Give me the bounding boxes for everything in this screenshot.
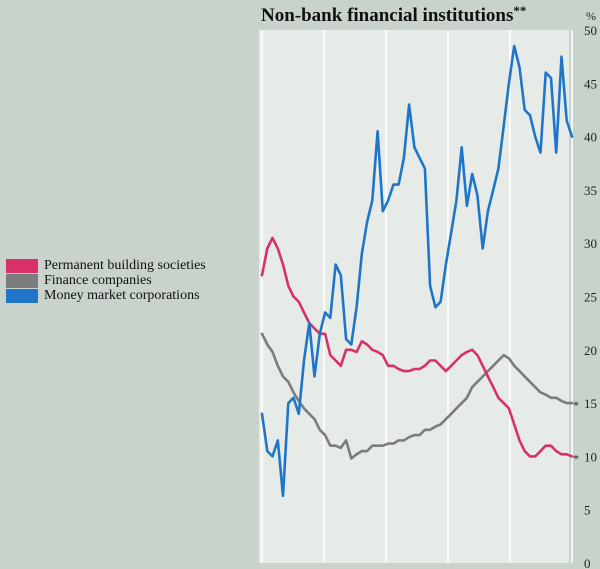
- y-tick-label: 40: [584, 130, 597, 145]
- legend-item-building-societies: Permanent building societies: [6, 258, 206, 273]
- y-tick-label: 5: [584, 503, 591, 518]
- y-tick-label: 35: [584, 183, 597, 198]
- series-lines: [260, 44, 574, 498]
- chart-legend: Permanent building societies Finance com…: [6, 258, 206, 303]
- y-tick-label: 25: [584, 290, 597, 305]
- plot-area: [259, 30, 569, 563]
- legend-swatch-finance-companies: [6, 273, 38, 288]
- y-axis-unit-label: %: [586, 9, 596, 23]
- legend-label-building-societies: Permanent building societies: [44, 257, 206, 273]
- legend-label-money-market: Money market corporations: [44, 287, 200, 303]
- y-tick-label: 10: [584, 449, 597, 464]
- y-tick-label: 15: [584, 396, 597, 411]
- legend-item-money-market: Money market corporations: [6, 288, 206, 303]
- end-marker: *: [573, 398, 579, 412]
- chart-title-marker: **: [513, 3, 527, 18]
- legend-swatch-building-societies: [6, 258, 38, 273]
- series-line-2: [260, 44, 574, 498]
- grid-lines: [261, 30, 573, 563]
- end-markers: **: [573, 398, 579, 465]
- legend-swatch-money-market: [6, 288, 38, 303]
- y-tick-label: 20: [584, 343, 597, 358]
- y-tick-label: 0: [584, 556, 591, 569]
- y-tick-label: 50: [584, 23, 597, 38]
- y-tick-label: 30: [584, 236, 597, 251]
- legend-label-finance-companies: Finance companies: [44, 272, 152, 288]
- legend-item-finance-companies: Finance companies: [6, 273, 206, 288]
- chart-title-text: Non-bank financial institutions: [261, 5, 514, 26]
- chart-title: Non-bank financial institutions**: [261, 3, 526, 27]
- end-marker: *: [573, 451, 579, 465]
- series-line-0: [260, 236, 574, 458]
- y-axis-ticks: 0 5 10 15 20 25 30 35 40 45 50%: [584, 9, 597, 569]
- y-tick-label: 45: [584, 76, 597, 91]
- series-line-1: [260, 332, 574, 460]
